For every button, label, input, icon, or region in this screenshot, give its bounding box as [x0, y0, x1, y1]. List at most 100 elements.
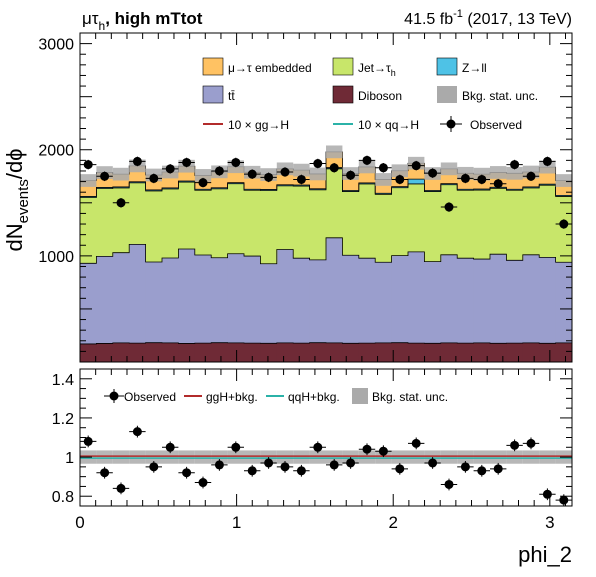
main-y-axis-label: dNevents/dϕ	[2, 149, 32, 252]
bar-ttbar	[424, 261, 442, 344]
bar-ttbar	[342, 255, 360, 344]
bar-jetfakes	[260, 190, 278, 264]
ratio-point	[198, 478, 208, 488]
bar-jetfakes	[555, 196, 573, 263]
legend-label-embedded: μ→τ embedded	[228, 61, 312, 75]
observed-point	[231, 157, 241, 167]
main-axes: 1000 2000 3000	[38, 32, 573, 363]
bar-ttbar	[457, 258, 475, 344]
bar-jetfakes	[178, 182, 196, 249]
legend-swatch-zll	[436, 57, 458, 76]
x-axis-label: phi_2	[518, 542, 572, 567]
observed-points-layer	[80, 155, 572, 229]
unc-band-bin	[440, 162, 458, 176]
bar-zll	[162, 187, 179, 190]
bar-diboson	[391, 342, 409, 362]
main-pad: 1000 2000 3000 μ→τ embedded Jet→τh Z→ll tt…	[38, 32, 573, 363]
unc-band-bin	[194, 169, 212, 182]
bar-ttbar	[391, 255, 409, 343]
legend: μ→τ embedded Jet→τh Z→ll tt̄ Diboson Bkg…	[202, 57, 538, 132]
ratio-point	[510, 440, 520, 450]
bar-zll	[391, 186, 409, 188]
ratio-point	[411, 438, 421, 448]
bar-jetfakes	[211, 188, 229, 258]
bar-diboson	[440, 342, 458, 362]
bar-jetfakes	[244, 190, 261, 257]
legend-label-bkg-unc: Bkg. stat. unc.	[462, 89, 538, 103]
ratio-point	[149, 462, 159, 472]
main-y-tick-label: 2000	[38, 143, 74, 160]
bar-diboson	[178, 343, 196, 362]
bar-zll	[342, 190, 360, 192]
bar-ttbar	[440, 254, 458, 343]
bar-jetfakes	[506, 190, 524, 261]
channel-label: μτh, high mTtot	[82, 9, 203, 33]
bar-diboson	[244, 343, 261, 362]
ratio-point	[460, 462, 470, 472]
unc-band-bin	[309, 167, 326, 181]
ratio-point	[559, 495, 569, 505]
bar-zll	[539, 184, 557, 186]
bar-jetfakes	[194, 190, 212, 256]
observed-point	[182, 157, 192, 167]
bar-jetfakes	[342, 191, 360, 256]
bar-zll	[375, 193, 393, 195]
ratio-lines-layer	[80, 455, 572, 459]
bar-diboson	[309, 342, 327, 362]
observed-point	[526, 171, 536, 181]
ratio-unc-bin	[358, 450, 376, 464]
ratio-unc-bin	[293, 450, 310, 464]
observed-point	[280, 167, 290, 177]
bar-diboson	[358, 343, 376, 362]
observed-point	[264, 172, 274, 182]
bar-diboson	[96, 343, 114, 362]
ratio-unc-bin	[129, 450, 146, 464]
ratio-unc-bin	[391, 450, 408, 464]
legend-label-observed: Observed	[470, 118, 522, 132]
main-y-tick-label: 1000	[38, 249, 74, 266]
observed-point	[428, 168, 438, 178]
observed-point	[165, 164, 175, 174]
bar-ttbar	[145, 262, 163, 343]
lumi-label: 41.5 fb-1 (2017, 13 TeV)	[404, 8, 572, 28]
ratio-point	[395, 464, 405, 474]
legend-label-sig-qq: 10 × qq→H	[358, 118, 419, 132]
ratio-point	[444, 479, 454, 489]
unc-band-bin	[490, 166, 507, 179]
legend-swatch-ttbar	[202, 85, 224, 104]
observed-point	[296, 174, 306, 184]
bar-diboson	[211, 342, 229, 362]
observed-point	[362, 155, 372, 165]
bar-zll	[260, 189, 278, 191]
ratio-legend-marker-observed	[109, 391, 119, 401]
bar-ttbar	[129, 244, 147, 344]
bar-zll	[506, 189, 524, 191]
ratio-point	[100, 468, 110, 478]
bar-ttbar	[555, 262, 573, 343]
ratio-point	[477, 466, 487, 476]
legend-marker-observed	[446, 119, 456, 129]
stack-outline-diboson	[80, 342, 572, 345]
unc-band-bin	[112, 167, 130, 181]
observed-point	[444, 202, 454, 212]
ratio-point	[313, 442, 323, 452]
bar-ttbar	[178, 248, 196, 344]
ratio-unc-bin	[440, 450, 458, 464]
ratio-point	[428, 458, 438, 468]
legend-label-diboson: Diboson	[358, 89, 402, 103]
ratio-point	[264, 458, 274, 468]
observed-point	[346, 170, 356, 180]
bar-jetfakes	[96, 188, 114, 257]
bar-zll	[440, 183, 458, 185]
ratio-y-tick-label: 1.4	[52, 372, 74, 389]
bar-jetfakes	[129, 182, 147, 245]
ratio-pad: 0.8 1 1.2 1.4 0 1 2 3 Observed ggH+bkg. qqH+bkg…	[52, 368, 573, 532]
ratio-uncertainty-layer	[80, 450, 572, 464]
ratio-point	[362, 444, 372, 454]
bar-zll	[194, 189, 212, 191]
observed-point	[329, 163, 339, 173]
bar-ttbar	[522, 254, 540, 343]
bar-diboson	[227, 342, 245, 362]
ratio-point	[378, 446, 388, 456]
ratio-point	[329, 460, 339, 470]
